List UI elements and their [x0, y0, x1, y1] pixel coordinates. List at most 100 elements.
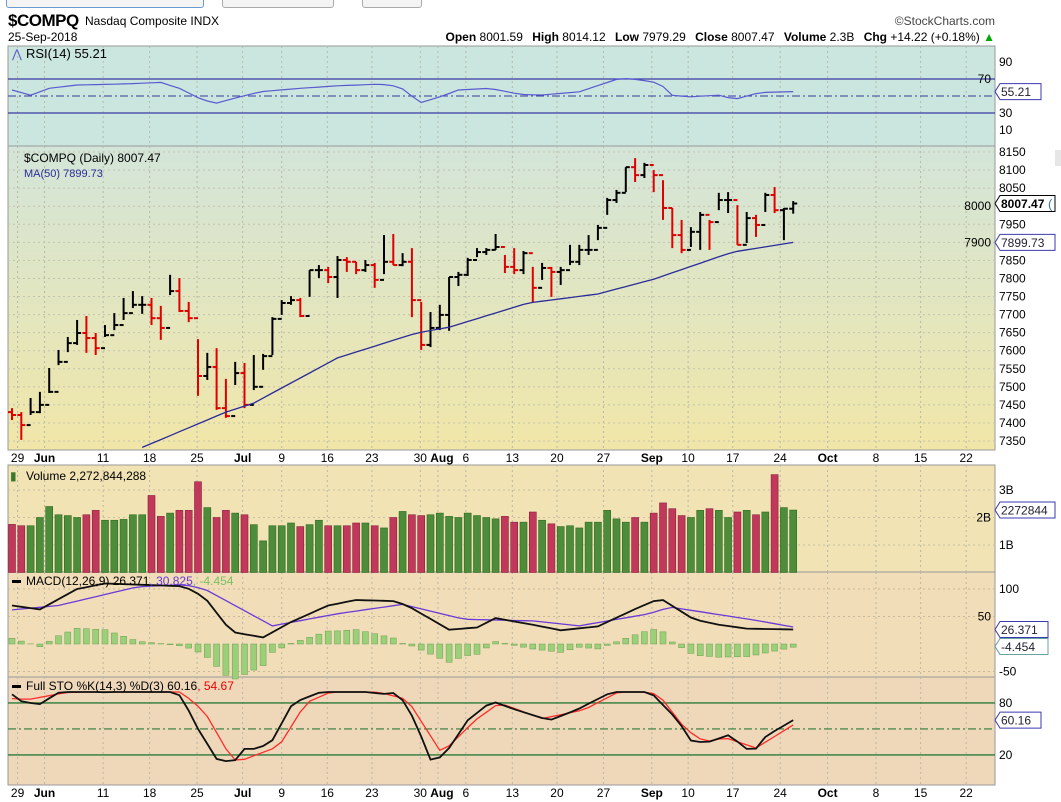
volume-bar [8, 524, 16, 573]
volume-bar [398, 511, 407, 573]
price-bar [82, 316, 91, 353]
macd-histogram-bar [557, 643, 564, 653]
volume-bar [175, 510, 184, 573]
volume-bar [631, 517, 639, 573]
macd-histogram-bar [445, 643, 453, 663]
volume-bar [714, 510, 723, 573]
toolbar-button[interactable] [362, 0, 422, 8]
price-bar [528, 252, 537, 304]
macd-histogram-bar [64, 631, 72, 645]
price-tick-label: 7900 [964, 235, 991, 249]
x-tick-label: 18 [143, 786, 157, 800]
price-bar [156, 305, 165, 340]
x-tick-label: 13 [506, 786, 520, 800]
macd-value: MACD(12,26,9) 26.371 [26, 574, 150, 588]
price-bar [510, 248, 519, 275]
volume-bar [649, 512, 658, 573]
macd-histogram-bar [631, 634, 639, 645]
macd-histogram-bar [464, 643, 471, 656]
macd-histogram-bar [371, 633, 378, 645]
volume-bar [445, 516, 453, 573]
x-tick-label: 13 [506, 451, 520, 465]
rsi-icon: ⋀ [11, 47, 22, 61]
macd-histogram-bar [771, 643, 778, 652]
volume-bar [324, 525, 333, 573]
price-bar [696, 211, 705, 250]
volume-bar [361, 522, 370, 573]
high-value: 8014.12 [562, 30, 606, 44]
macd-histogram-bar [231, 643, 239, 680]
volume-bar [119, 519, 128, 573]
volume-bar [780, 507, 788, 573]
price-label: $COMPQ (Daily) 8007.47 [24, 151, 161, 165]
x-tick-label: 25 [190, 451, 204, 465]
price-bar [621, 166, 630, 194]
volume-value: 2.3B [829, 30, 855, 44]
price-bar [54, 349, 63, 393]
toolbar-input[interactable] [6, 0, 204, 8]
close-label: Close [695, 30, 728, 44]
x-tick-label: Sep [641, 451, 663, 465]
macd-histogram-bar [510, 643, 518, 646]
rsi-badge: 55.21 [1001, 85, 1031, 99]
price-tick-label: 7850 [999, 253, 1026, 267]
macd-icon [12, 580, 21, 583]
rsi-tick-label: 90 [999, 55, 1013, 69]
price-bar [631, 158, 640, 182]
x-tick-label: 17 [726, 786, 740, 800]
macd-histogram-bar [706, 643, 713, 657]
macd-histogram-bar [148, 642, 155, 645]
toolbar-button[interactable] [222, 0, 334, 8]
price-bar [91, 332, 100, 356]
volume-bar [659, 502, 667, 573]
macd-histogram-bar [259, 643, 267, 666]
macd-histogram-bar [789, 643, 797, 648]
x-tick-label: Oct [818, 786, 838, 800]
macd-histogram-bar [362, 631, 369, 645]
macd-histogram-bar [390, 637, 397, 645]
price-bar [277, 300, 286, 320]
copyright[interactable]: ©StockCharts.com [894, 14, 995, 28]
x-tick-label: 15 [914, 451, 928, 465]
volume-bar [687, 517, 695, 573]
macd-histogram-bar [92, 628, 99, 645]
price-tick-label: 7950 [999, 217, 1026, 231]
volume-bar [147, 495, 156, 573]
macd-histogram-bar [343, 629, 351, 645]
price-bar [305, 269, 314, 318]
macd-histogram-bar [73, 628, 81, 645]
volume-label: Volume [783, 30, 827, 44]
x-tick-label: 30 [414, 786, 428, 800]
price-bar [26, 398, 35, 427]
macd-histogram-bar [18, 640, 25, 645]
price-bar [491, 234, 500, 251]
price-bar [473, 248, 481, 262]
price-bar [231, 361, 240, 418]
volume-bar [519, 521, 528, 573]
volume-bar [612, 518, 621, 573]
macd-histogram-bar [734, 643, 741, 658]
rsi-tick-label: 70 [978, 72, 992, 86]
chart-date: 25-Sep-2018 [8, 30, 78, 44]
price-bar [742, 211, 751, 246]
price-bar [296, 297, 305, 318]
sto-label: Full STO %K(14,3) %D(3) 60.16, 54.67 [26, 679, 234, 693]
macd-histogram-bar [380, 635, 388, 645]
price-bar [398, 253, 407, 267]
x-tick-label: 20 [550, 451, 564, 465]
volume-bar [677, 515, 686, 573]
volume-bar [82, 514, 91, 573]
macd-histogram-bar [417, 643, 425, 651]
macd-histogram-bar [538, 643, 546, 651]
price-bar [175, 278, 184, 313]
sto-d-value: , 54.67 [197, 679, 234, 693]
price-bar [566, 244, 574, 272]
macd-histogram-bar [8, 638, 16, 645]
price-bar [119, 297, 128, 327]
price-bar [584, 235, 593, 255]
price-bar [259, 353, 268, 388]
volume-bar [129, 514, 137, 573]
macd-histogram-bar [473, 643, 481, 655]
close-value: 8007.47 [731, 30, 775, 44]
